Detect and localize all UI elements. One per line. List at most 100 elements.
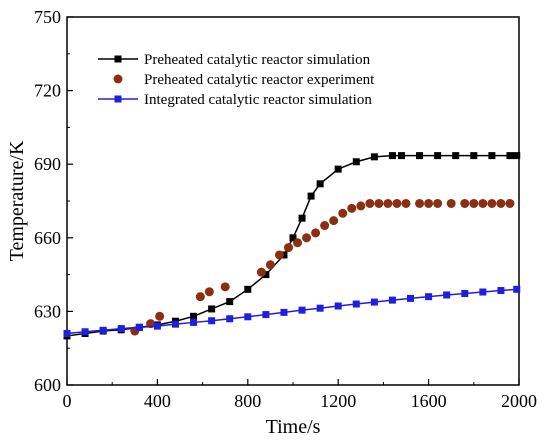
data-point <box>280 308 288 316</box>
x-tick-label: 400 <box>144 391 171 411</box>
data-point <box>81 328 89 336</box>
data-point <box>370 298 378 306</box>
data-point <box>190 312 198 320</box>
data-point <box>302 233 312 243</box>
legend: Preheated catalytic reactor simulation Pr… <box>98 52 375 108</box>
data-point <box>117 325 125 333</box>
data-point <box>226 298 234 306</box>
data-point <box>461 289 469 297</box>
data-point <box>298 214 306 222</box>
data-point <box>220 282 230 292</box>
legend-item: Preheated catalytic reactor experiment <box>113 72 375 88</box>
data-point <box>460 198 470 208</box>
x-tick-label: 1200 <box>320 391 356 411</box>
data-point <box>208 317 216 325</box>
data-point <box>244 313 252 321</box>
x-axis-ticks: 0 400 800 1200 1600 2000 <box>63 379 537 411</box>
data-point <box>334 302 342 310</box>
data-point <box>262 311 270 319</box>
legend-label: Preheated catalytic reactor experiment <box>144 72 375 88</box>
series-3 <box>63 285 521 337</box>
x-tick-label: 1600 <box>411 391 447 411</box>
data-point <box>443 291 451 299</box>
y-tick-label: 690 <box>34 154 61 174</box>
data-point <box>497 287 505 295</box>
y-axis-title: Temperature/K <box>6 140 28 261</box>
data-point <box>415 198 425 208</box>
data-point <box>256 267 266 277</box>
data-point <box>153 322 161 330</box>
data-point <box>208 305 216 313</box>
data-point <box>407 294 415 302</box>
data-point <box>388 296 396 304</box>
data-point <box>383 198 393 208</box>
data-point <box>298 306 306 314</box>
data-point <box>204 287 214 297</box>
data-point <box>155 311 165 321</box>
y-tick-label: 630 <box>34 301 61 321</box>
series-2 <box>130 198 515 336</box>
data-point <box>307 192 315 200</box>
data-point <box>370 153 378 161</box>
legend-marker <box>113 74 123 84</box>
data-point <box>478 198 488 208</box>
data-point <box>171 320 179 328</box>
data-point <box>434 152 442 160</box>
data-point <box>195 292 205 302</box>
data-point <box>416 152 424 160</box>
data-point <box>513 152 521 160</box>
data-point <box>265 260 275 270</box>
data-point <box>479 288 487 296</box>
data-point <box>280 251 288 259</box>
data-point <box>496 198 506 208</box>
y-tick-label: 600 <box>34 375 61 395</box>
data-point <box>283 243 293 253</box>
data-point <box>190 318 198 326</box>
legend-label: Preheated catalytic reactor simulation <box>144 52 371 68</box>
y-axis-ticks: 600 630 660 690 720 750 <box>34 7 73 395</box>
data-point <box>470 152 478 160</box>
legend-item: Preheated catalytic reactor simulation <box>98 52 371 68</box>
data-point <box>135 323 143 331</box>
legend-item: Integrated catalytic reactor simulation <box>98 92 372 108</box>
data-point <box>320 221 330 231</box>
data-point <box>505 198 515 208</box>
data-point <box>356 201 366 211</box>
data-point <box>338 208 348 218</box>
data-point <box>425 293 433 301</box>
data-point <box>374 198 384 208</box>
data-point <box>446 198 456 208</box>
data-point <box>329 216 339 226</box>
data-point <box>293 238 303 248</box>
data-point <box>244 285 252 293</box>
data-point <box>488 152 496 160</box>
data-point <box>452 152 460 160</box>
y-tick-label: 660 <box>34 228 61 248</box>
data-point <box>397 152 405 160</box>
data-point <box>469 198 479 208</box>
data-point <box>487 198 497 208</box>
data-point <box>262 271 270 279</box>
data-point <box>334 165 342 173</box>
data-point <box>226 315 234 323</box>
legend-label: Integrated catalytic reactor simulation <box>144 92 372 108</box>
data-point <box>388 152 396 160</box>
data-point <box>506 152 514 160</box>
data-point <box>433 198 443 208</box>
data-point <box>352 158 360 166</box>
data-point <box>311 228 321 238</box>
y-tick-label: 720 <box>34 81 61 101</box>
data-point <box>365 198 375 208</box>
data-point <box>99 326 107 334</box>
data-point <box>274 250 284 260</box>
x-tick-label: 800 <box>234 391 261 411</box>
y-tick-label: 750 <box>34 7 61 27</box>
legend-marker <box>114 95 122 103</box>
data-point <box>513 285 521 293</box>
data-point <box>401 198 411 208</box>
data-point <box>316 180 324 188</box>
data-point <box>63 329 71 337</box>
x-axis-title: Time/s <box>266 416 321 438</box>
series-layer <box>63 152 521 340</box>
